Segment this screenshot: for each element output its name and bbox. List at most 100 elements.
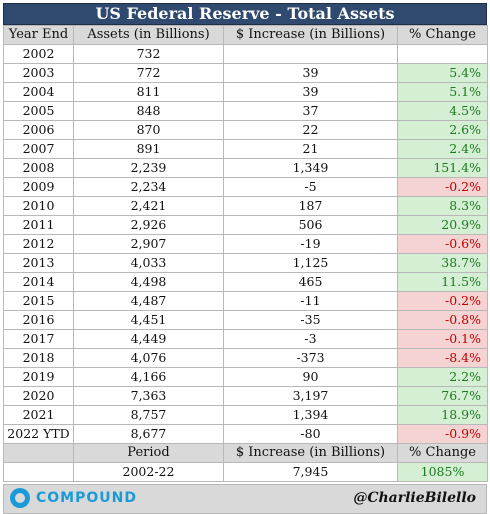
assets-cell: 2,907 (73, 234, 224, 254)
increase-cell: -3 (223, 329, 398, 349)
assets-cell: 4,498 (73, 272, 224, 292)
change-cell: 151.4% (397, 158, 488, 178)
table-row: 2002 732 (3, 44, 488, 64)
increase-cell: 39 (223, 82, 398, 102)
table-row: 2020 7,363 3,197 76.7% (3, 386, 488, 406)
year-cell: 2020 (3, 386, 74, 406)
increase-cell: 90 (223, 367, 398, 387)
table-row: 2021 8,757 1,394 18.9% (3, 405, 488, 425)
increase-cell: -373 (223, 348, 398, 368)
year-cell: 2006 (3, 120, 74, 140)
table-row: 2009 2,234 -5 -0.2% (3, 177, 488, 197)
year-cell: 2011 (3, 215, 74, 235)
assets-cell: 7,363 (73, 386, 224, 406)
assets-cell: 732 (73, 44, 224, 64)
year-cell: 2010 (3, 196, 74, 216)
table-row: 2005 848 37 4.5% (3, 101, 488, 121)
compound-logo-icon (10, 488, 30, 508)
table-row: 2007 891 21 2.4% (3, 139, 488, 159)
assets-cell: 4,076 (73, 348, 224, 368)
table-row: 2004 811 39 5.1% (3, 82, 488, 102)
assets-cell: 4,033 (73, 253, 224, 273)
assets-cell: 811 (73, 82, 224, 102)
col-header-assets: Assets (in Billions) (73, 25, 224, 45)
header-row: Year End Assets (in Billions) $ Increase… (3, 25, 488, 45)
assets-cell: 2,926 (73, 215, 224, 235)
change-cell: 20.9% (397, 215, 488, 235)
year-cell: 2016 (3, 310, 74, 330)
assets-cell: 2,421 (73, 196, 224, 216)
increase-cell: 1,125 (223, 253, 398, 273)
summary-change: 1085% (397, 462, 488, 482)
footer-bar: COMPOUND @CharlieBilello (3, 484, 487, 514)
compound-logo: COMPOUND (10, 488, 137, 508)
col-header-increase: $ Increase (in Billions) (223, 25, 398, 45)
year-cell: 2015 (3, 291, 74, 311)
assets-cell: 870 (73, 120, 224, 140)
assets-cell: 4,451 (73, 310, 224, 330)
increase-cell: 1,349 (223, 158, 398, 178)
compound-logo-text: COMPOUND (36, 490, 137, 506)
year-cell: 2004 (3, 82, 74, 102)
year-cell: 2018 (3, 348, 74, 368)
change-cell: 38.7% (397, 253, 488, 273)
table-row: 2003 772 39 5.4% (3, 63, 488, 83)
table-title: US Federal Reserve - Total Assets (3, 3, 487, 25)
year-cell: 2017 (3, 329, 74, 349)
change-cell: 5.1% (397, 82, 488, 102)
increase-cell: -80 (223, 424, 398, 444)
table-row: 2018 4,076 -373 -8.4% (3, 348, 488, 368)
change-cell: 5.4% (397, 63, 488, 83)
table-row: 2014 4,498 465 11.5% (3, 272, 488, 292)
summary-header-blank (3, 443, 74, 463)
assets-cell: 772 (73, 63, 224, 83)
change-cell: -0.6% (397, 234, 488, 254)
change-cell: -0.2% (397, 291, 488, 311)
increase-cell: -19 (223, 234, 398, 254)
change-cell: 11.5% (397, 272, 488, 292)
year-cell: 2005 (3, 101, 74, 121)
increase-cell: 22 (223, 120, 398, 140)
summary-period: 2002-22 (73, 462, 224, 482)
year-cell: 2007 (3, 139, 74, 159)
increase-cell: 187 (223, 196, 398, 216)
year-cell: 2019 (3, 367, 74, 387)
change-cell: 4.5% (397, 101, 488, 121)
year-cell: 2013 (3, 253, 74, 273)
col-header-year: Year End (3, 25, 74, 45)
change-cell: -0.9% (397, 424, 488, 444)
increase-cell: 1,394 (223, 405, 398, 425)
table-row: 2017 4,449 -3 -0.1% (3, 329, 488, 349)
year-cell: 2022 YTD (3, 424, 74, 444)
summary-header-increase: $ Increase (in Billions) (223, 443, 398, 463)
increase-cell: 506 (223, 215, 398, 235)
summary-header-change: % Change (397, 443, 488, 463)
change-cell: -0.2% (397, 177, 488, 197)
summary-increase: 7,945 (223, 462, 398, 482)
table-row: 2015 4,487 -11 -0.2% (3, 291, 488, 311)
table-row: 2013 4,033 1,125 38.7% (3, 253, 488, 273)
assets-cell: 8,677 (73, 424, 224, 444)
assets-cell: 4,449 (73, 329, 224, 349)
summary-header-period: Period (73, 443, 224, 463)
increase-cell: -5 (223, 177, 398, 197)
table-row: 2019 4,166 90 2.2% (3, 367, 488, 387)
col-header-change: % Change (397, 25, 488, 45)
table-row: 2006 870 22 2.6% (3, 120, 488, 140)
summary-row: 2002-22 7,945 1085% (3, 462, 488, 482)
table-row: 2012 2,907 -19 -0.6% (3, 234, 488, 254)
year-cell: 2008 (3, 158, 74, 178)
author-handle: @CharlieBilello (353, 490, 476, 506)
increase-cell (223, 44, 398, 64)
increase-cell: 39 (223, 63, 398, 83)
year-cell: 2002 (3, 44, 74, 64)
increase-cell: 21 (223, 139, 398, 159)
table-row: 2011 2,926 506 20.9% (3, 215, 488, 235)
change-cell: -0.1% (397, 329, 488, 349)
increase-cell: 3,197 (223, 386, 398, 406)
increase-cell: 465 (223, 272, 398, 292)
table-row: 2016 4,451 -35 -0.8% (3, 310, 488, 330)
change-cell: -0.8% (397, 310, 488, 330)
change-cell: 2.6% (397, 120, 488, 140)
assets-cell: 4,166 (73, 367, 224, 387)
